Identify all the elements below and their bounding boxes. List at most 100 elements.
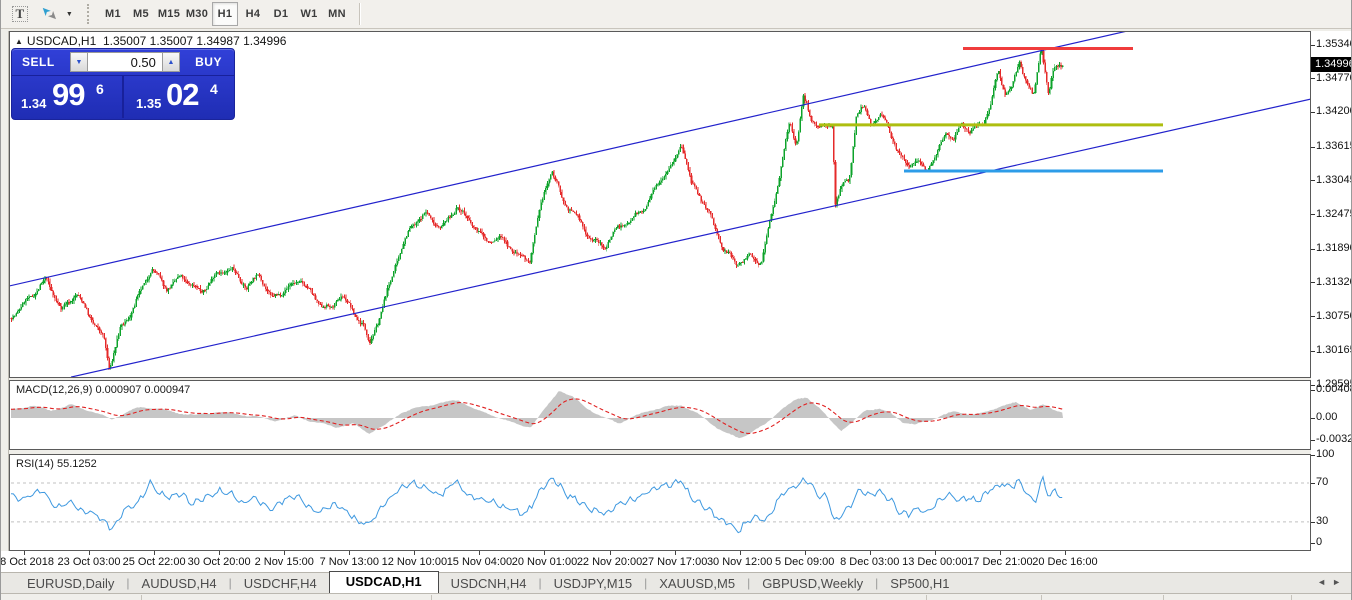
ohlc-values: 1.35007 1.35007 1.34987 1.34996 [102, 34, 287, 48]
time-axis-value: 20 Dec 16:00 [1032, 556, 1098, 568]
trade-panel-controls: SELL ▼ ▲ BUY [12, 49, 234, 76]
status-bar-divider [1041, 595, 1042, 600]
macd-pane[interactable]: MACD(12,26,9) 0.000907 0.000947 [9, 380, 1311, 450]
bid-pip: 6 [96, 81, 104, 97]
price-axis-tick [1311, 248, 1315, 250]
price-axis-tick [1311, 282, 1315, 284]
symbol-title: USDCAD,H1 [26, 34, 97, 48]
arrows-tool-button[interactable]: ➤ ➤ ▼ [36, 2, 76, 26]
tab-usdjpy-m15[interactable]: USDJPY,M15 [553, 575, 633, 591]
volume-input[interactable] [87, 52, 162, 72]
status-bar [1, 593, 1351, 600]
tab-separator: | [228, 576, 232, 590]
time-axis-tick [609, 551, 611, 555]
price-axis-tick [1311, 44, 1315, 46]
time-axis-value: 18 Oct 2018 [0, 556, 54, 568]
timeframe-button-m5[interactable]: M5 [133, 8, 149, 20]
rsi-axis-tick [1311, 455, 1315, 456]
tab-eurusd-daily[interactable]: EURUSD,Daily [27, 575, 115, 591]
time-axis-value: 8 Dec 03:00 [840, 556, 900, 568]
time-axis-value: 22 Nov 20:00 [576, 556, 643, 568]
status-bar-divider [431, 595, 432, 600]
price-axis-value: 1.31890 [1316, 242, 1352, 255]
time-axis-tick [219, 551, 221, 555]
price-axis-tick [1311, 146, 1315, 148]
tab-usdcad-h1[interactable]: USDCAD,H1 [328, 571, 439, 593]
price-axis-value: 1.29595 [1316, 378, 1352, 390]
collapse-arrow-icon[interactable]: ▲ [15, 37, 23, 46]
timeframe-button-d1[interactable]: D1 [273, 8, 289, 20]
tab-sp500-h1[interactable]: SP500,H1 [890, 575, 950, 591]
tab-xauusd-m5[interactable]: XAUUSD,M5 [659, 575, 736, 591]
tab-audusd-h4[interactable]: AUDUSD,H4 [141, 575, 217, 591]
time-axis-value: 20 Nov 01:00 [511, 556, 578, 568]
left-edge-line [8, 31, 9, 572]
price-axis-tick [1311, 111, 1315, 113]
volume-decrease-button[interactable]: ▼ [69, 52, 88, 72]
buy-button[interactable]: BUY [195, 55, 222, 69]
bid-quote-button[interactable]: 1.34 99 6 [12, 76, 124, 118]
tab-gbpusd-weekly[interactable]: GBPUSD,Weekly [762, 575, 864, 591]
timeframe-button-w1[interactable]: W1 [300, 8, 318, 20]
macd-canvas [10, 391, 1063, 439]
timeframe-button-m15[interactable]: M15 [157, 8, 181, 20]
macd-axis-tick [1311, 440, 1315, 442]
time-axis-value: 27 Nov 17:00 [641, 556, 708, 568]
macd-axis-tick [1311, 418, 1315, 419]
rsi-axis-value: 100 [1316, 448, 1335, 460]
tab-separator: | [875, 576, 879, 590]
tab-separator: | [126, 576, 130, 590]
current-price-tag: 1.34996 [1311, 57, 1351, 73]
timeframe-button-m30[interactable]: M30 [185, 8, 209, 20]
timeframe-button-mn[interactable]: MN [328, 8, 346, 20]
price-axis-value: 1.35340 [1316, 38, 1352, 50]
timeframe-button-m1[interactable]: M1 [105, 8, 121, 20]
status-bar-divider [926, 595, 927, 600]
chart-tab-bar: EURUSD,Daily | AUDUSD,H4 | USDCHF,H4 USDCAD,H… [1, 571, 1351, 593]
rsi-pane[interactable]: RSI(14) 55.1252 [9, 454, 1311, 551]
price-axis-tick [1311, 214, 1315, 216]
time-axis-value: 25 Oct 22:00 [122, 556, 186, 568]
tab-separator: | [747, 576, 751, 590]
time-axis-tick [739, 551, 741, 555]
status-bar-divider [1291, 595, 1292, 600]
price-axis-value: 1.33615 [1316, 140, 1352, 153]
time-axis[interactable]: 18 Oct 2018 23 Oct 03:00 25 Oct 22:00 30 Oc… [0, 551, 1351, 572]
time-axis-value: 15 Nov 04:00 [446, 556, 513, 568]
bid-prefix: 1.34 [21, 96, 47, 111]
time-axis-tick [24, 551, 25, 555]
macd-axis-value: -0.003262 [1316, 433, 1351, 446]
chart-title: ▲ USDCAD,H1 1.35007 1.35007 1.34987 1.349… [15, 34, 286, 48]
time-axis-tick [1064, 551, 1066, 555]
one-click-trading-panel: SELL ▼ ▲ BUY 1.34 99 6 1.35 02 4 [11, 48, 235, 120]
macd-label: MACD(12,26,9) 0.000907 0.000947 [16, 384, 191, 396]
text-tool-icon: T [11, 6, 29, 22]
time-axis-tick [804, 551, 806, 555]
time-axis-tick [934, 551, 936, 555]
price-axis-value: 1.31320 [1316, 275, 1352, 288]
arrows-icon: ➤ ➤ [38, 3, 60, 24]
price-chart-canvas[interactable] [10, 32, 1310, 377]
ask-big-digits: 02 [166, 77, 199, 112]
macd-axis-value: 0.00 [1316, 411, 1338, 423]
time-axis-value: 30 Nov 12:00 [706, 556, 773, 568]
sell-button[interactable]: SELL [22, 55, 55, 69]
ask-quote-button[interactable]: 1.35 02 4 [124, 76, 234, 118]
time-axis-tick [414, 551, 416, 555]
timeframe-button-h4[interactable]: H4 [245, 8, 261, 20]
tab-scroll-arrows[interactable]: ◄► [1317, 577, 1347, 587]
tab-usdcnh-h4[interactable]: USDCNH,H4 [450, 575, 527, 591]
toolbar-separator [359, 3, 360, 25]
timeframe-button-h1[interactable]: H1 [212, 2, 238, 26]
tab-usdchf-h4[interactable]: USDCHF,H4 [243, 575, 317, 591]
time-axis-tick [284, 551, 286, 555]
time-axis-value: 12 Nov 10:00 [381, 556, 448, 568]
volume-increase-button[interactable]: ▲ [161, 52, 180, 72]
text-tool-button[interactable]: T [6, 2, 34, 26]
status-bar-divider [141, 595, 142, 600]
price-axis-tick [1311, 180, 1315, 182]
toolbar-grip[interactable] [87, 4, 91, 24]
price-axis[interactable]: 1.35340 1.34770 1.34200 1.33615 1.33045 1.324… [1311, 31, 1352, 551]
macd-axis-value: 0.004083 [1316, 382, 1351, 395]
